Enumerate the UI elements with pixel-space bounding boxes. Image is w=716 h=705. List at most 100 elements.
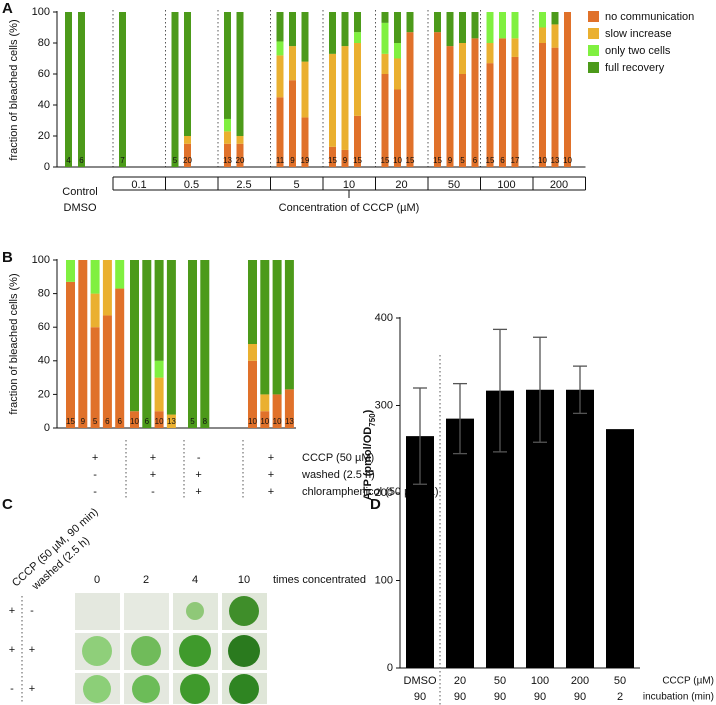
bar-segment [272, 394, 282, 428]
x-tick-label: Control [62, 186, 97, 198]
bar-segment [90, 260, 100, 294]
bar-segment [354, 43, 361, 116]
y-axis-title: ATP (pmol/OD750) [362, 409, 377, 500]
x-tick-label: 10 [343, 179, 355, 191]
n-label: 10 [130, 417, 139, 426]
bar-segment [459, 12, 466, 43]
bar-segment [446, 12, 454, 47]
bar-segment [381, 22, 389, 54]
n-label: 5 [190, 417, 195, 426]
n-label: 6 [117, 417, 122, 426]
bar-segment [78, 260, 88, 428]
spot [179, 635, 211, 667]
y-tick-label: 0 [44, 161, 50, 173]
n-label: 20 [183, 156, 192, 165]
n-label: 5 [173, 156, 178, 165]
bar-segment [486, 43, 494, 64]
bar-segment [301, 117, 309, 167]
bar-segment [200, 260, 210, 428]
panel-label: C [2, 496, 13, 513]
y-tick-label: 0 [387, 662, 393, 674]
bar-segment [102, 315, 112, 428]
bar-segment [459, 74, 466, 167]
bar-segment [341, 149, 349, 167]
bar-segment [486, 12, 494, 43]
x-tick-label: 50 [448, 179, 460, 191]
condition-mark: + [268, 469, 274, 481]
condition-mark: + [150, 469, 156, 481]
spot [186, 602, 204, 620]
spot [131, 636, 161, 666]
panel-label: A [2, 0, 13, 17]
bar-segment [90, 327, 100, 428]
bar-segment [130, 260, 139, 412]
bar-segment [511, 38, 519, 57]
n-label: 8 [203, 417, 208, 426]
bar-segment [394, 89, 401, 167]
bar-segment [248, 344, 257, 361]
row-mark: + [9, 644, 15, 656]
bar-segment [166, 260, 176, 415]
bar-segment [260, 260, 270, 395]
row-label: incubation (min) [643, 692, 714, 703]
row-mark: - [30, 605, 34, 617]
y-tick-label: 60 [38, 321, 50, 333]
x-tick-label: 200 [571, 675, 589, 687]
bar-segment [499, 38, 506, 167]
condition-label: washed (2.5 h) [301, 469, 375, 481]
y-tick-label: 300 [375, 399, 393, 411]
condition-mark: + [268, 452, 274, 464]
n-label: 15 [353, 156, 362, 165]
bar-segment [142, 260, 152, 428]
condition-mark: - [197, 452, 201, 464]
bar-segment [564, 12, 571, 167]
n-label: 19 [301, 156, 310, 165]
n-label: 15 [66, 417, 75, 426]
n-label: 9 [448, 156, 453, 165]
n-label: 10 [248, 417, 257, 426]
n-label: 9 [290, 156, 295, 165]
bar-segment [511, 12, 519, 39]
bar-segment [381, 53, 389, 74]
bar-segment [329, 12, 336, 54]
x-tick-label: 90 [574, 691, 586, 703]
legend-swatch [588, 28, 599, 39]
condition-mark: - [151, 486, 155, 498]
n-label: 10 [563, 156, 572, 165]
legend-label: full recovery [605, 62, 665, 74]
condition-label: chloramphenicol (50 µg/mL) [302, 486, 439, 498]
legend-swatch [588, 11, 599, 22]
y-tick-label: 100 [32, 6, 50, 18]
column-title: times concentrated [273, 574, 366, 586]
bar-segment [90, 293, 100, 328]
bar-segment [236, 136, 244, 144]
bar-segment [276, 12, 284, 42]
bar-segment [260, 394, 270, 412]
legend-label: only two cells [605, 45, 671, 57]
spot [229, 596, 259, 626]
bar-segment [486, 63, 494, 167]
row-label: CCCP (µM) [662, 676, 714, 687]
bar-segment [434, 12, 441, 33]
error-bar [533, 336, 547, 443]
y-axis-title-part: 750 [368, 413, 377, 427]
bar-segment [329, 146, 336, 167]
bar-segment [248, 360, 257, 428]
bar-segment [66, 260, 75, 282]
x-tick-label: 90 [454, 691, 466, 703]
bar-segment [260, 411, 270, 428]
y-tick-label: 40 [38, 355, 50, 367]
condition-mark: + [195, 486, 201, 498]
legend-label: no communication [605, 11, 694, 23]
bar-segment [272, 260, 282, 395]
n-label: 15 [433, 156, 442, 165]
bar-segment [115, 288, 125, 428]
y-tick-label: 0 [44, 422, 50, 434]
error-bar [453, 382, 467, 455]
x-tick-label: 90 [494, 691, 506, 703]
bar-segment [394, 12, 401, 43]
n-label: 15 [486, 156, 495, 165]
panel-label: B [2, 249, 13, 266]
y-tick-label: 100 [32, 254, 50, 266]
